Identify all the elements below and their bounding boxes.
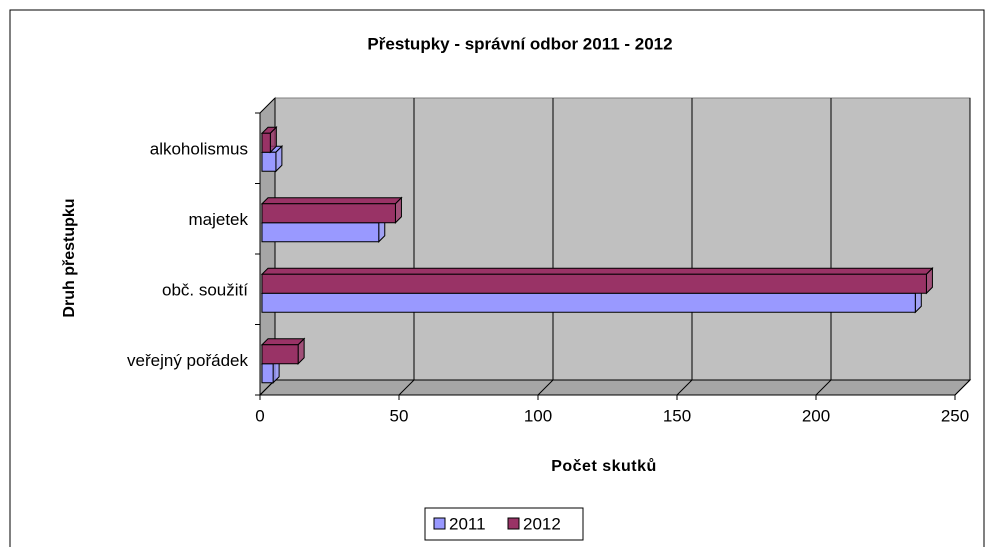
x-tick-label: 100	[524, 406, 552, 425]
bar-front	[261, 132, 271, 153]
bar	[260, 337, 306, 365]
bar-front	[261, 344, 299, 365]
grid-line	[537, 379, 554, 396]
grid-line	[954, 379, 971, 396]
x-tick-label: 0	[255, 406, 264, 425]
legend-items: 2011 2012	[433, 514, 561, 533]
bar-top	[260, 197, 403, 205]
y-tick-label: majetek	[188, 210, 248, 229]
y-axis-title: Druh přestupku	[61, 198, 78, 317]
bar-front	[261, 151, 277, 172]
bar-front	[261, 222, 380, 243]
bar-front	[261, 292, 916, 313]
bar-front	[261, 273, 927, 294]
chart-title: Přestupky - správní odbor 2011 - 2012	[367, 34, 672, 53]
bar-front	[261, 363, 274, 384]
legend	[424, 507, 584, 541]
bar	[260, 196, 403, 224]
legend-label: 2011	[449, 514, 486, 533]
bar-front	[261, 203, 396, 224]
y-tick-label: obč. soužití	[162, 281, 248, 300]
x-tick-label: 250	[941, 406, 969, 425]
floor	[258, 379, 972, 396]
bars	[260, 126, 934, 384]
bar-top	[260, 267, 934, 275]
grid-line	[398, 379, 415, 396]
bar-top	[260, 338, 306, 346]
grid-line	[815, 379, 832, 396]
x-tick-label: 50	[390, 406, 409, 425]
legend-swatch	[433, 517, 446, 530]
y-tick-label: alkoholismus	[150, 140, 248, 159]
grid-line	[676, 379, 693, 396]
legend-swatch	[507, 517, 520, 530]
x-tick-label: 200	[802, 406, 830, 425]
x-axis-title: Počet skutků	[551, 458, 657, 475]
bar	[260, 126, 278, 154]
y-tick-label: veřejný pořádek	[127, 351, 248, 370]
legend-label: 2012	[523, 514, 561, 533]
x-tick-label: 150	[663, 406, 691, 425]
bar	[260, 267, 934, 295]
